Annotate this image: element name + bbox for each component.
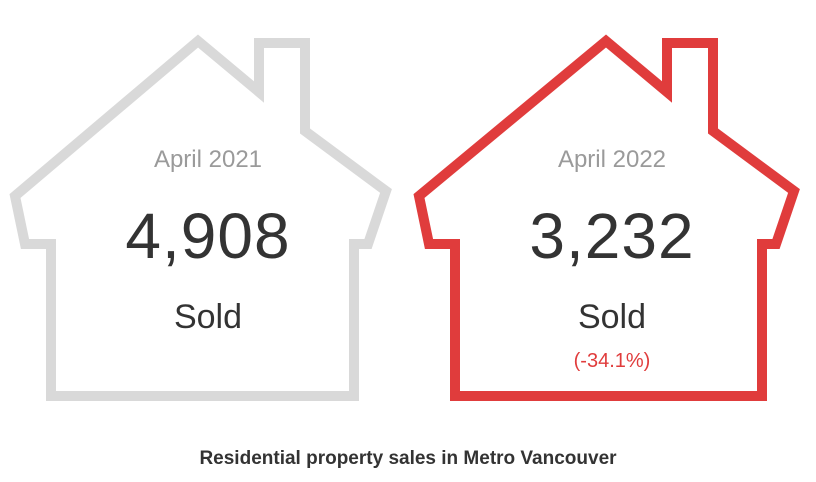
house-outline-icon	[413, 34, 800, 401]
sold-count: 4,908	[125, 200, 291, 272]
house-outline-icon	[9, 34, 392, 401]
sold-count: 3,232	[529, 200, 695, 272]
percent-change-label: (-34.1%)	[573, 350, 651, 372]
period-label: April 2021	[153, 146, 263, 173]
house-card-april-2021: April 2021 4,908 Sold	[8, 0, 408, 420]
house-card-april-2022: April 2022 3,232 Sold (-34.1%)	[412, 0, 812, 420]
sold-unit-label: Sold	[173, 298, 243, 336]
sold-unit-label: Sold	[577, 298, 647, 336]
chart-title: Residential property sales in Metro Vanc…	[199, 448, 617, 469]
period-label: April 2022	[557, 146, 667, 173]
